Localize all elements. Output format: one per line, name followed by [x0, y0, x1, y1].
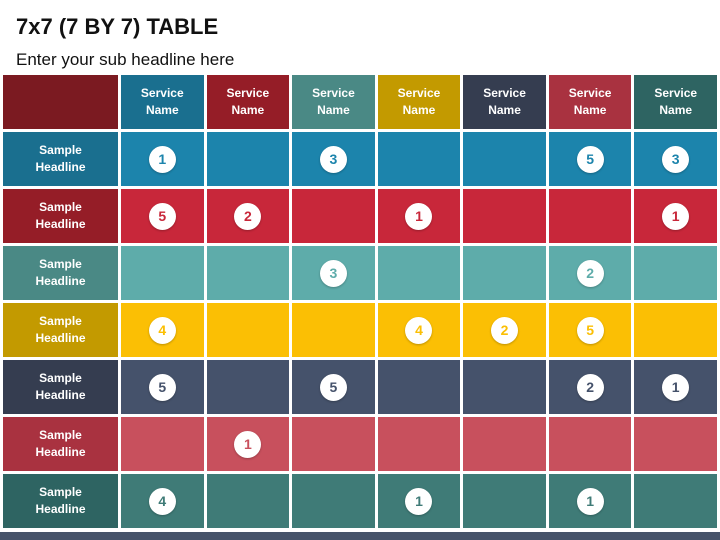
table-cell [206, 360, 290, 414]
table-cell: 1 [634, 189, 717, 243]
row-header-5: Sample Headline [3, 360, 118, 414]
table-cell: 3 [292, 246, 375, 300]
footer-bar [0, 532, 720, 540]
number-badge: 5 [148, 202, 176, 230]
table-cell [634, 246, 717, 300]
number-badge: 1 [148, 145, 176, 173]
table-cell [463, 246, 546, 300]
table-cell: 5 [121, 360, 204, 414]
column-header-3: Service Name [292, 75, 375, 129]
number-badge: 1 [576, 487, 604, 515]
table-cell: 5 [548, 303, 632, 357]
number-badge: 1 [405, 202, 433, 230]
table-cell [377, 360, 461, 414]
service-table: Service Name Service Name Service Name Serv… [3, 75, 717, 528]
number-badge: 3 [662, 145, 690, 173]
table-cell [463, 189, 546, 243]
number-badge: 3 [319, 259, 347, 287]
page-subtitle: Enter your sub headline here [16, 50, 235, 69]
number-badge: 2 [576, 373, 604, 401]
number-badge: 3 [319, 145, 347, 173]
table-cell [377, 132, 461, 186]
table-cell [292, 417, 375, 471]
row-header-6: Sample Headline [3, 417, 118, 471]
table-cell [463, 417, 546, 471]
table-cell [548, 189, 632, 243]
table-cell [206, 303, 290, 357]
table-cell: 5 [292, 360, 375, 414]
row-header-1: Sample Headline [3, 132, 118, 186]
table-cell [377, 417, 461, 471]
table-cell [292, 189, 375, 243]
table-cell [121, 246, 204, 300]
table-cell [206, 132, 290, 186]
column-header-1: Service Name [121, 75, 204, 129]
table-cell [292, 303, 375, 357]
table-cell: 3 [292, 132, 375, 186]
table-cell [292, 474, 375, 528]
table-cell [634, 474, 717, 528]
number-badge: 1 [234, 430, 262, 458]
number-badge: 1 [662, 373, 690, 401]
number-badge: 4 [148, 316, 176, 344]
table-cell: 5 [548, 132, 632, 186]
column-header-6: Service Name [548, 75, 632, 129]
table-cell: 2 [206, 189, 290, 243]
column-header-5: Service Name [463, 75, 546, 129]
row-header-2: Sample Headline [3, 189, 118, 243]
number-badge: 1 [662, 202, 690, 230]
column-header-2: Service Name [206, 75, 290, 129]
number-badge: 4 [148, 487, 176, 515]
number-badge: 5 [576, 316, 604, 344]
page-title: 7x7 (7 BY 7) TABLE [16, 14, 219, 39]
table-cell: 2 [548, 246, 632, 300]
table-cell: 1 [377, 474, 461, 528]
table-cell: 1 [206, 417, 290, 471]
table-cell: 1 [548, 474, 632, 528]
column-header-7: Service Name [634, 75, 717, 129]
table-cell: 1 [634, 360, 717, 414]
table-cell [206, 246, 290, 300]
table-cell: 4 [121, 474, 204, 528]
table-cell: 4 [377, 303, 461, 357]
table-cell [377, 246, 461, 300]
number-badge: 5 [148, 373, 176, 401]
table-cell: 5 [121, 189, 204, 243]
row-header-7: Sample Headline [3, 474, 118, 528]
number-badge: 2 [234, 202, 262, 230]
table-cell [634, 303, 717, 357]
number-badge: 4 [405, 316, 433, 344]
table-cell: 2 [548, 360, 632, 414]
number-badge: 5 [319, 373, 347, 401]
table-cell: 1 [121, 132, 204, 186]
table-cell: 4 [121, 303, 204, 357]
row-header-3: Sample Headline [3, 246, 118, 300]
table-corner-cell [3, 75, 118, 129]
table-cell [121, 417, 204, 471]
row-header-4: Sample Headline [3, 303, 118, 357]
column-header-4: Service Name [377, 75, 461, 129]
table-cell [463, 360, 546, 414]
table-cell [634, 417, 717, 471]
table-cell: 3 [634, 132, 717, 186]
table-cell [463, 474, 546, 528]
number-badge: 5 [576, 145, 604, 173]
table-cell [548, 417, 632, 471]
table-cell: 2 [463, 303, 546, 357]
table-cell: 1 [377, 189, 461, 243]
number-badge: 2 [576, 259, 604, 287]
table-cell [206, 474, 290, 528]
table-cell [463, 132, 546, 186]
number-badge: 2 [491, 316, 519, 344]
number-badge: 1 [405, 487, 433, 515]
